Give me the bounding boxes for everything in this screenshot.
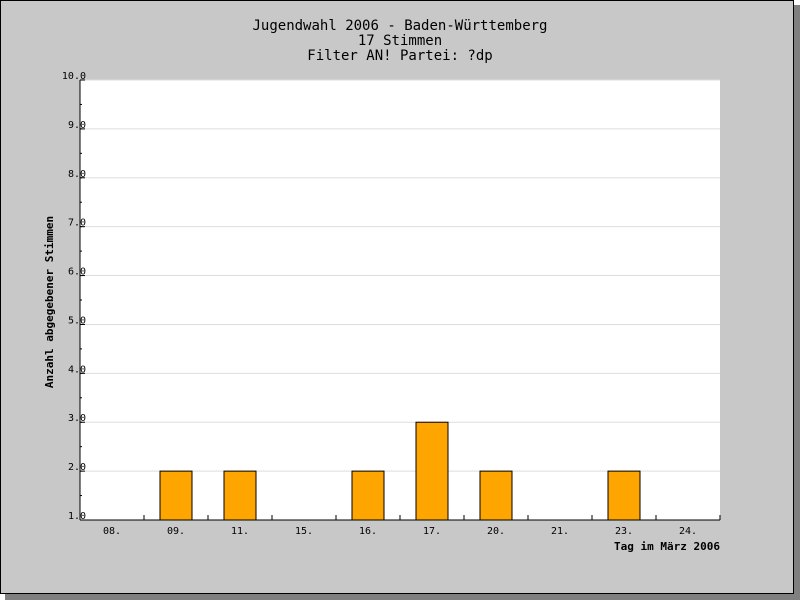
y-tick-label: 10.0 (62, 71, 86, 82)
chart-title: Jugendwahl 2006 - Baden-Württemberg (252, 18, 548, 34)
x-tick-labels: 08. 09. 11. 15. 16. 17. 20. 21. 23. 24. (103, 526, 697, 537)
bar-17 (415, 421, 449, 521)
y-tick-label: 6.0 (68, 267, 86, 278)
x-tick-label: 09. (167, 526, 185, 537)
frame-shadow-bottom (5, 594, 800, 600)
y-tick-label: 2.0 (68, 462, 86, 473)
frame-shadow-right (794, 5, 800, 600)
x-tick-label: 08. (103, 526, 121, 537)
x-tick-label: 15. (295, 526, 313, 537)
x-tick-label: 17. (423, 526, 441, 537)
y-tick-label: 4.0 (68, 364, 86, 375)
y-tick-label: 5.0 (68, 315, 86, 326)
x-axis-label: Tag im März 2006 (614, 540, 720, 553)
x-tick-label: 16. (359, 526, 377, 537)
y-tick-labels: 1.0 2.0 3.0 4.0 5.0 6.0 7.0 8.0 9.0 10.0 (62, 71, 86, 522)
y-tick-label: 3.0 (68, 413, 86, 424)
bar-23 (607, 470, 641, 521)
x-tick-label: 20. (487, 526, 505, 537)
y-tick-label: 1.0 (68, 511, 86, 522)
y-axis-label: Anzahl abgegebener Stimmen (43, 216, 56, 388)
bar-11 (223, 470, 257, 521)
x-tick-label: 21. (551, 526, 569, 537)
y-tick-label: 9.0 (68, 120, 86, 131)
chart-subtitle-votes: 17 Stimmen (357, 33, 443, 49)
plot-area (80, 80, 720, 520)
x-tick-label: 11. (231, 526, 249, 537)
chart-subtitle-filter: Filter AN! Partei: ?dp (307, 48, 493, 64)
bar-16 (351, 470, 385, 521)
bar-20 (479, 470, 513, 521)
y-tick-label: 7.0 (68, 218, 86, 229)
bar-09 (159, 470, 193, 521)
axes (79, 79, 721, 521)
x-tick-label: 23. (615, 526, 633, 537)
y-tick-label: 8.0 (68, 169, 86, 180)
x-tick-label: 24. (679, 526, 697, 537)
bars (159, 421, 641, 521)
